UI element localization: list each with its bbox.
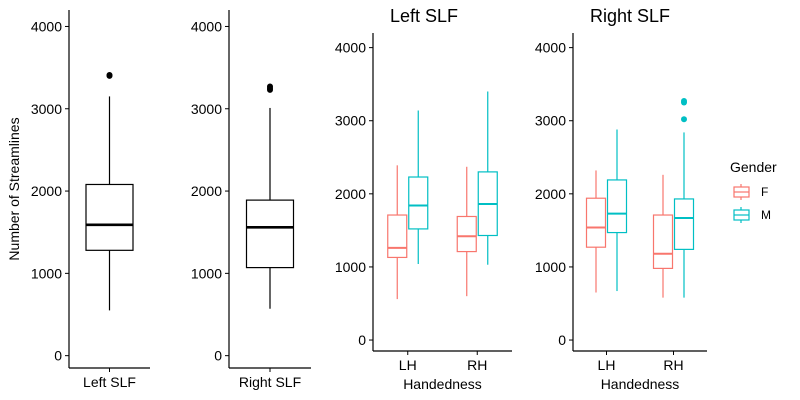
box-iqr — [456, 215, 477, 253]
box-F-RH — [652, 174, 674, 298]
box-iqr — [408, 176, 429, 230]
y-tick-label: 2000 — [191, 183, 222, 199]
y-tick-label: 1000 — [335, 259, 366, 275]
outlier-point — [681, 97, 687, 104]
panel-1: 0 1000 2000 3000 4000 Left SLF Number of Strea… — [6, 10, 150, 390]
y-tick-label: 1000 — [191, 265, 222, 281]
box-iqr — [606, 179, 628, 234]
chart-panels: 0 1000 2000 3000 4000 Left SLF Number of Strea… — [6, 6, 707, 392]
panel-2: 0 1000 2000 3000 4000 Right SLF — [191, 10, 311, 390]
legend-label: M — [761, 208, 771, 222]
box-M-LH — [408, 110, 429, 265]
x-tick-label: Left SLF — [83, 374, 136, 390]
x-tick-label: LH — [598, 357, 616, 373]
panel-title: Left SLF — [390, 6, 458, 26]
y-tick-label: 2000 — [31, 183, 62, 199]
y-tick-label: 3000 — [535, 113, 566, 129]
x-axis-title: Handedness — [403, 376, 482, 392]
legend: Gender FM — [730, 159, 777, 223]
y-tick-label: 0 — [54, 348, 62, 364]
y-tick-label: 3000 — [335, 113, 366, 129]
legend-item-F: F — [733, 184, 768, 200]
box-Left-SLF — [85, 72, 134, 311]
y-tick-label: 0 — [358, 332, 366, 348]
box-iqr — [585, 197, 607, 248]
x-tick-label: LH — [399, 357, 417, 373]
box-F-LH — [585, 170, 607, 293]
box-F-RH — [456, 166, 477, 297]
box-M-RH — [673, 97, 695, 298]
box-iqr — [387, 214, 408, 259]
y-tick-label: 3000 — [191, 101, 222, 117]
y-axis-title: Number of Streamlines — [6, 117, 22, 260]
outlier-point — [681, 116, 687, 123]
y-tick-label: 3000 — [31, 101, 62, 117]
panel-title: Right SLF — [590, 6, 670, 26]
legend-title: Gender — [730, 159, 777, 175]
box-iqr — [652, 214, 674, 269]
legend-items: FM — [733, 184, 771, 223]
panel-3: 0 1000 2000 3000 4000 LH RH Left SLF Handedness — [335, 6, 512, 392]
y-tick-label: 0 — [558, 332, 566, 348]
x-tick-label: Right SLF — [239, 374, 301, 390]
outlier-point — [267, 83, 273, 90]
y-tick-label: 4000 — [335, 40, 366, 56]
outlier-point — [106, 72, 113, 79]
y-tick-label: 4000 — [535, 40, 566, 56]
box-Right-SLF — [245, 83, 295, 309]
box-M-LH — [606, 129, 628, 292]
box-iqr — [85, 183, 134, 251]
y-tick-label: 2000 — [335, 186, 366, 202]
legend-label: F — [761, 185, 768, 199]
y-tick-label: 0 — [214, 348, 222, 364]
panel-4: 0 1000 2000 3000 4000 LH RH Right SLF Handedness — [535, 6, 707, 392]
y-tick-label: 4000 — [191, 18, 222, 34]
legend-item-M: M — [733, 207, 771, 223]
box-F-LH — [387, 165, 408, 300]
x-tick-label: RH — [663, 357, 683, 373]
y-tick-label: 1000 — [535, 259, 566, 275]
y-tick-label: 4000 — [31, 18, 62, 34]
y-tick-label: 1000 — [31, 265, 62, 281]
box-iqr — [673, 198, 695, 250]
box-M-RH — [477, 91, 498, 265]
x-tick-label: RH — [467, 357, 487, 373]
x-axis-title: Handedness — [601, 376, 680, 392]
box-iqr — [245, 199, 295, 269]
y-tick-label: 2000 — [535, 186, 566, 202]
